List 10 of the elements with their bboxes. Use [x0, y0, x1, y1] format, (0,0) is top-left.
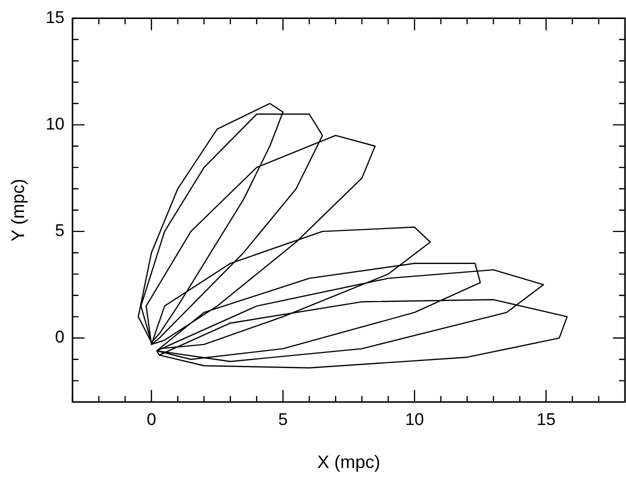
y-tick-label: 10 [46, 114, 65, 134]
y-axis-title: Y (mpc) [8, 178, 28, 242]
y-tick-label: 15 [46, 8, 65, 27]
y-tick-label: 5 [55, 221, 65, 240]
x-tick-label: 0 [146, 410, 156, 429]
x-tick-label: 10 [405, 410, 424, 429]
y-tick-label: 0 [55, 328, 65, 347]
x-tick-label: 5 [278, 410, 288, 429]
x-tick-label: 15 [536, 410, 556, 429]
x-axis-title: X (mpc) [317, 452, 380, 472]
